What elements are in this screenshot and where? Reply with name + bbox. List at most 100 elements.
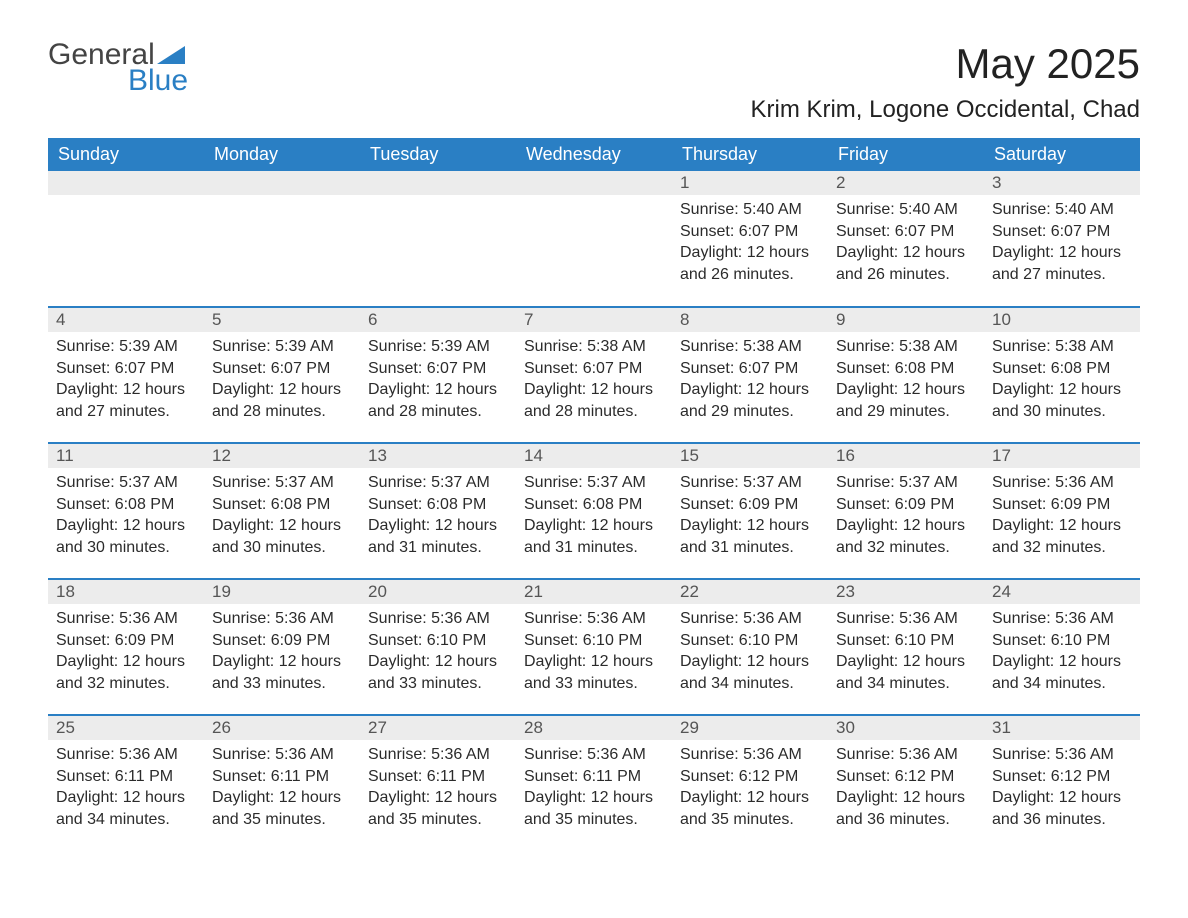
- day-content: Sunrise: 5:39 AMSunset: 6:07 PMDaylight:…: [204, 332, 360, 426]
- daylight-line: Daylight: 12 hours and 36 minutes.: [836, 787, 976, 830]
- brand-word2: Blue: [128, 66, 188, 96]
- day-number: 25: [48, 716, 204, 740]
- day-number: 5: [204, 308, 360, 332]
- sunrise-line: Sunrise: 5:36 AM: [368, 744, 508, 766]
- daylight-line: Daylight: 12 hours and 34 minutes.: [56, 787, 196, 830]
- daylight-line: Daylight: 12 hours and 28 minutes.: [212, 379, 352, 422]
- sunset-line: Sunset: 6:08 PM: [992, 358, 1132, 380]
- sunset-line: Sunset: 6:10 PM: [992, 630, 1132, 652]
- sunset-line: Sunset: 6:08 PM: [212, 494, 352, 516]
- sunset-line: Sunset: 6:11 PM: [212, 766, 352, 788]
- sunrise-line: Sunrise: 5:36 AM: [212, 744, 352, 766]
- calendar-cell: 5Sunrise: 5:39 AMSunset: 6:07 PMDaylight…: [204, 307, 360, 443]
- day-number: 31: [984, 716, 1140, 740]
- calendar-cell: 24Sunrise: 5:36 AMSunset: 6:10 PMDayligh…: [984, 579, 1140, 715]
- day-header: Monday: [204, 138, 360, 171]
- sunset-line: Sunset: 6:08 PM: [368, 494, 508, 516]
- day-number: 18: [48, 580, 204, 604]
- calendar-cell: 13Sunrise: 5:37 AMSunset: 6:08 PMDayligh…: [360, 443, 516, 579]
- sunset-line: Sunset: 6:07 PM: [680, 221, 820, 243]
- location-subtitle: Krim Krim, Logone Occidental, Chad: [750, 96, 1140, 124]
- day-number: 23: [828, 580, 984, 604]
- daylight-line: Daylight: 12 hours and 26 minutes.: [680, 242, 820, 285]
- day-header: Wednesday: [516, 138, 672, 171]
- sunrise-line: Sunrise: 5:37 AM: [524, 472, 664, 494]
- sunset-line: Sunset: 6:09 PM: [992, 494, 1132, 516]
- sunset-line: Sunset: 6:09 PM: [680, 494, 820, 516]
- day-content: Sunrise: 5:38 AMSunset: 6:07 PMDaylight:…: [672, 332, 828, 426]
- sunset-line: Sunset: 6:12 PM: [680, 766, 820, 788]
- day-number: 2: [828, 171, 984, 195]
- day-number: 7: [516, 308, 672, 332]
- day-number: [360, 171, 516, 195]
- header: General Blue May 2025 Krim Krim, Logone …: [48, 40, 1140, 124]
- sunset-line: Sunset: 6:10 PM: [368, 630, 508, 652]
- calendar-cell: 26Sunrise: 5:36 AMSunset: 6:11 PMDayligh…: [204, 715, 360, 851]
- day-content: Sunrise: 5:38 AMSunset: 6:08 PMDaylight:…: [828, 332, 984, 426]
- sunrise-line: Sunrise: 5:37 AM: [56, 472, 196, 494]
- day-content: Sunrise: 5:36 AMSunset: 6:09 PMDaylight:…: [984, 468, 1140, 562]
- sunset-line: Sunset: 6:12 PM: [992, 766, 1132, 788]
- calendar-cell: 18Sunrise: 5:36 AMSunset: 6:09 PMDayligh…: [48, 579, 204, 715]
- daylight-line: Daylight: 12 hours and 35 minutes.: [680, 787, 820, 830]
- sunrise-line: Sunrise: 5:36 AM: [56, 744, 196, 766]
- sunrise-line: Sunrise: 5:39 AM: [368, 336, 508, 358]
- sunset-line: Sunset: 6:09 PM: [56, 630, 196, 652]
- daylight-line: Daylight: 12 hours and 35 minutes.: [368, 787, 508, 830]
- daylight-line: Daylight: 12 hours and 33 minutes.: [524, 651, 664, 694]
- day-number: 29: [672, 716, 828, 740]
- daylight-line: Daylight: 12 hours and 32 minutes.: [836, 515, 976, 558]
- calendar-cell: 21Sunrise: 5:36 AMSunset: 6:10 PMDayligh…: [516, 579, 672, 715]
- sunset-line: Sunset: 6:07 PM: [524, 358, 664, 380]
- sunrise-line: Sunrise: 5:39 AM: [212, 336, 352, 358]
- daylight-line: Daylight: 12 hours and 34 minutes.: [836, 651, 976, 694]
- day-header: Sunday: [48, 138, 204, 171]
- day-content: Sunrise: 5:36 AMSunset: 6:10 PMDaylight:…: [672, 604, 828, 698]
- day-number: 17: [984, 444, 1140, 468]
- sunset-line: Sunset: 6:07 PM: [368, 358, 508, 380]
- sunrise-line: Sunrise: 5:38 AM: [524, 336, 664, 358]
- daylight-line: Daylight: 12 hours and 31 minutes.: [368, 515, 508, 558]
- day-content: Sunrise: 5:38 AMSunset: 6:07 PMDaylight:…: [516, 332, 672, 426]
- calendar-cell: 10Sunrise: 5:38 AMSunset: 6:08 PMDayligh…: [984, 307, 1140, 443]
- sunset-line: Sunset: 6:09 PM: [836, 494, 976, 516]
- sunrise-line: Sunrise: 5:36 AM: [836, 608, 976, 630]
- sunset-line: Sunset: 6:08 PM: [524, 494, 664, 516]
- day-number: 1: [672, 171, 828, 195]
- sunset-line: Sunset: 6:08 PM: [836, 358, 976, 380]
- day-header: Saturday: [984, 138, 1140, 171]
- calendar-cell: 15Sunrise: 5:37 AMSunset: 6:09 PMDayligh…: [672, 443, 828, 579]
- calendar-cell: 27Sunrise: 5:36 AMSunset: 6:11 PMDayligh…: [360, 715, 516, 851]
- sunrise-line: Sunrise: 5:36 AM: [680, 608, 820, 630]
- day-content: Sunrise: 5:37 AMSunset: 6:08 PMDaylight:…: [360, 468, 516, 562]
- sunset-line: Sunset: 6:10 PM: [524, 630, 664, 652]
- sunrise-line: Sunrise: 5:36 AM: [992, 608, 1132, 630]
- day-content: Sunrise: 5:39 AMSunset: 6:07 PMDaylight:…: [360, 332, 516, 426]
- calendar-cell: 30Sunrise: 5:36 AMSunset: 6:12 PMDayligh…: [828, 715, 984, 851]
- sunset-line: Sunset: 6:11 PM: [368, 766, 508, 788]
- calendar-cell: 9Sunrise: 5:38 AMSunset: 6:08 PMDaylight…: [828, 307, 984, 443]
- day-content: Sunrise: 5:40 AMSunset: 6:07 PMDaylight:…: [672, 195, 828, 289]
- day-content: Sunrise: 5:37 AMSunset: 6:09 PMDaylight:…: [828, 468, 984, 562]
- daylight-line: Daylight: 12 hours and 32 minutes.: [992, 515, 1132, 558]
- calendar-cell: 31Sunrise: 5:36 AMSunset: 6:12 PMDayligh…: [984, 715, 1140, 851]
- calendar-cell: 14Sunrise: 5:37 AMSunset: 6:08 PMDayligh…: [516, 443, 672, 579]
- day-number: 21: [516, 580, 672, 604]
- daylight-line: Daylight: 12 hours and 33 minutes.: [368, 651, 508, 694]
- day-number: 26: [204, 716, 360, 740]
- daylight-line: Daylight: 12 hours and 27 minutes.: [992, 242, 1132, 285]
- daylight-line: Daylight: 12 hours and 26 minutes.: [836, 242, 976, 285]
- sunrise-line: Sunrise: 5:40 AM: [836, 199, 976, 221]
- day-content: Sunrise: 5:37 AMSunset: 6:08 PMDaylight:…: [48, 468, 204, 562]
- day-number: 14: [516, 444, 672, 468]
- day-number: 20: [360, 580, 516, 604]
- day-content: Sunrise: 5:36 AMSunset: 6:10 PMDaylight:…: [984, 604, 1140, 698]
- calendar-cell: 3Sunrise: 5:40 AMSunset: 6:07 PMDaylight…: [984, 171, 1140, 307]
- calendar-cell: 17Sunrise: 5:36 AMSunset: 6:09 PMDayligh…: [984, 443, 1140, 579]
- daylight-line: Daylight: 12 hours and 32 minutes.: [56, 651, 196, 694]
- sunset-line: Sunset: 6:11 PM: [524, 766, 664, 788]
- day-header: Tuesday: [360, 138, 516, 171]
- month-title: May 2025: [750, 40, 1140, 88]
- sunset-line: Sunset: 6:07 PM: [212, 358, 352, 380]
- sunset-line: Sunset: 6:07 PM: [680, 358, 820, 380]
